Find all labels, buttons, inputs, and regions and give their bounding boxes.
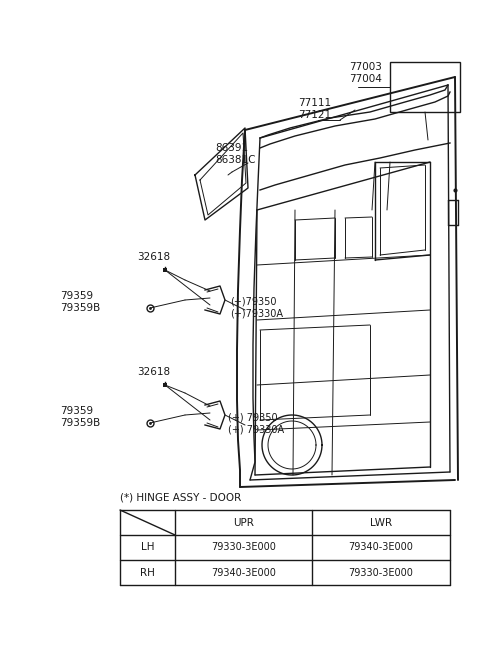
Text: (*) HINGE ASSY - DOOR: (*) HINGE ASSY - DOOR xyxy=(120,493,241,503)
Text: 77111: 77111 xyxy=(298,98,331,108)
Text: LWR: LWR xyxy=(370,518,392,527)
Text: 77004: 77004 xyxy=(349,74,382,84)
Text: 79340-3E000: 79340-3E000 xyxy=(211,567,276,577)
Text: 79359B: 79359B xyxy=(60,418,100,428)
Text: 77121: 77121 xyxy=(298,110,331,120)
Text: UPR: UPR xyxy=(233,518,254,527)
Text: (+) 79350: (+) 79350 xyxy=(228,413,277,423)
Text: 32618: 32618 xyxy=(137,367,170,377)
Text: 79340-3E000: 79340-3E000 xyxy=(348,543,413,552)
Text: (+) 79330A: (+) 79330A xyxy=(228,425,284,435)
Text: RH: RH xyxy=(140,567,155,577)
Text: (+)79350: (+)79350 xyxy=(230,297,276,307)
Text: 79359: 79359 xyxy=(60,291,93,301)
Bar xyxy=(390,62,460,112)
Text: 77003: 77003 xyxy=(349,62,382,72)
Text: (+)79330A: (+)79330A xyxy=(230,309,283,319)
Text: 79359: 79359 xyxy=(60,406,93,416)
Text: 86381C: 86381C xyxy=(215,155,255,165)
Text: 79330-3E000: 79330-3E000 xyxy=(348,567,413,577)
Text: 79359B: 79359B xyxy=(60,303,100,313)
Text: 79330-3E000: 79330-3E000 xyxy=(211,543,276,552)
Text: 86391: 86391 xyxy=(215,143,248,153)
Text: LH: LH xyxy=(141,543,154,552)
Text: 32618: 32618 xyxy=(137,252,170,262)
